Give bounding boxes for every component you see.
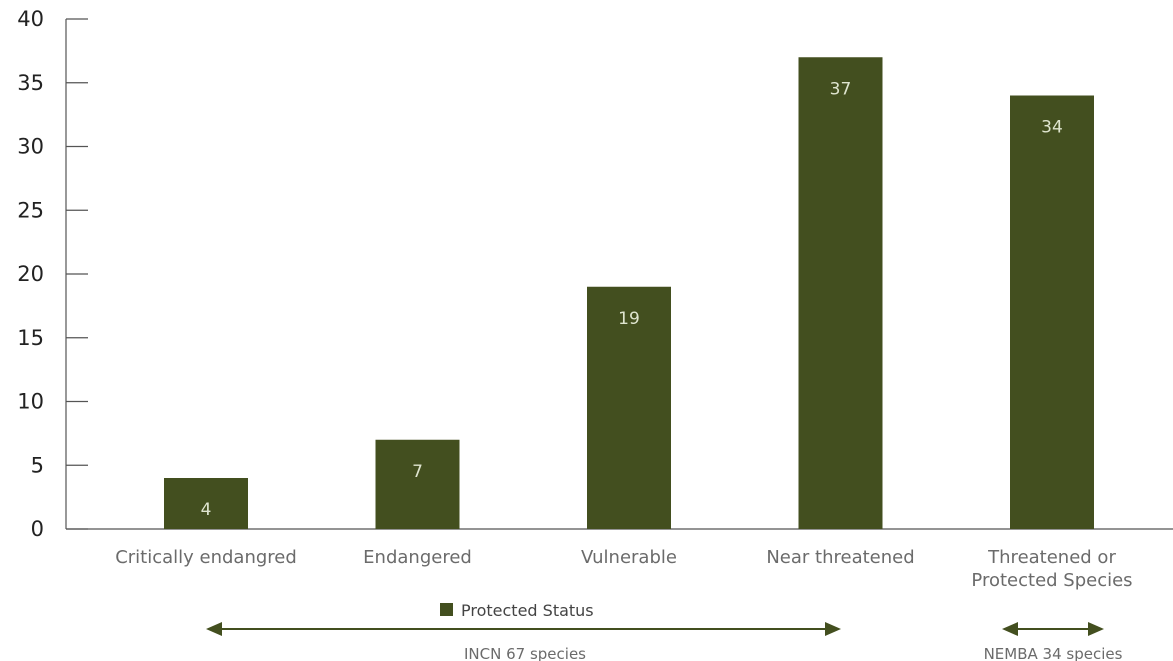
x-tick-label: Threatened or	[987, 547, 1116, 568]
data-label: 19	[618, 309, 640, 329]
y-tick-label: 15	[17, 326, 44, 350]
y-tick-label: 0	[31, 517, 44, 541]
x-tick-label: Critically endangred	[115, 547, 297, 568]
legend-swatch	[440, 603, 453, 616]
arrow-right-icon	[1088, 622, 1104, 636]
brackets: INCN 67 species NEMBA 34 species	[206, 622, 1123, 661]
bar	[1010, 95, 1094, 529]
bar	[798, 57, 883, 529]
x-tick-label: Protected Species	[971, 570, 1132, 591]
arrow-right-icon	[825, 622, 841, 636]
legend-label: Protected Status	[461, 601, 594, 620]
y-tick-label: 30	[17, 135, 44, 159]
bar	[375, 439, 460, 529]
x-tick-label: Vulnerable	[581, 547, 677, 568]
bracket-arrow: NEMBA 34 species	[984, 622, 1123, 661]
data-label: 4	[201, 500, 212, 520]
category-labels: Critically endangred Endangered Vulnerable…	[115, 547, 1132, 591]
bars: 4 7 19 37 34	[164, 57, 1094, 529]
bracket-label: NEMBA 34 species	[984, 645, 1123, 661]
y-tick-label: 20	[17, 262, 44, 286]
arrow-left-icon	[206, 622, 222, 636]
y-axis: 0 5 10 15 20 25 30 35 40	[17, 7, 88, 541]
y-tick-label: 10	[17, 390, 44, 414]
y-tick-label: 25	[17, 198, 44, 222]
y-tick-label: 5	[31, 453, 44, 477]
y-tick-label: 35	[17, 71, 44, 95]
x-tick-label: Endangered	[363, 547, 472, 568]
bracket-arrow: INCN 67 species	[206, 622, 841, 661]
data-label: 7	[412, 462, 423, 482]
bar	[587, 286, 671, 529]
arrow-left-icon	[1002, 622, 1018, 636]
data-label: 37	[830, 79, 852, 99]
bar	[164, 478, 248, 529]
legend: Protected Status	[440, 601, 594, 620]
bracket-label: INCN 67 species	[464, 645, 586, 661]
y-tick-label: 40	[17, 7, 44, 31]
x-tick-label: Near threatened	[766, 547, 914, 568]
data-label: 34	[1041, 118, 1063, 138]
